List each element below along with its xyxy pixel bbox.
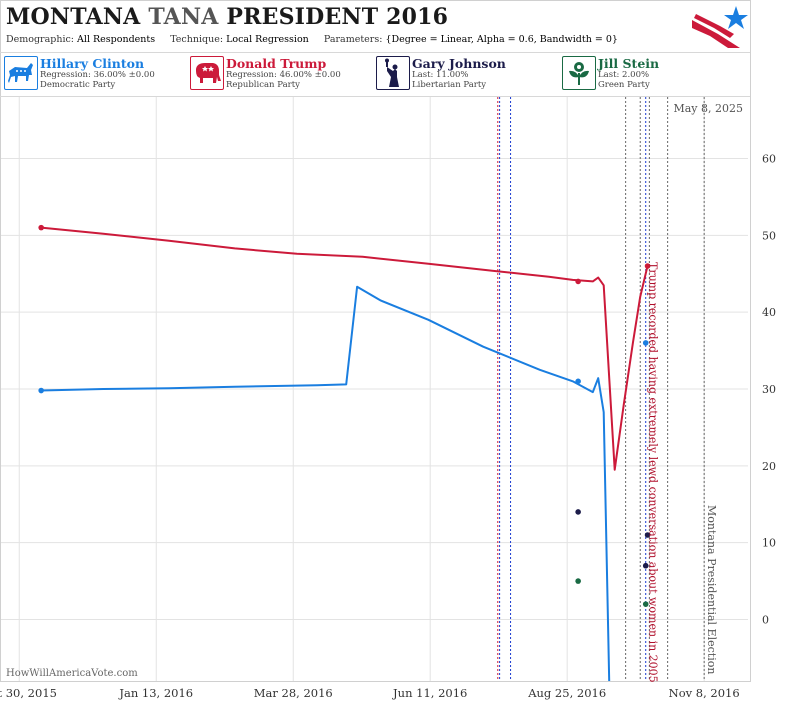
param-value: {Degree = Linear, Alpha = 0.6, Bandwidth… (385, 34, 618, 45)
poll-point (644, 532, 651, 538)
candidate-stat: Regression: 46.00% ±0.00 (226, 70, 341, 80)
param-label: Parameters: (323, 34, 386, 45)
y-tick-label: 30 (762, 383, 776, 396)
page-title: MONTANA TANA PRESIDENT 2016 (6, 4, 448, 30)
parameters-line: Demographic: All Respondents Technique: … (6, 34, 618, 45)
poll-point (575, 509, 581, 515)
candidate-card-johnson: Gary Johnson Last: 11.00% Libertarian Pa… (374, 55, 556, 91)
grid-layer (0, 0, 751, 682)
candidate-party: Libertarian Party (412, 80, 487, 90)
y-tick-label: 60 (762, 152, 776, 165)
x-tick-label: Aug 25, 2016 (527, 686, 606, 700)
candidate-stat: Last: 2.00% (598, 70, 650, 80)
watermark: HowWillAmericaVote.com (6, 668, 138, 679)
candidate-name: Donald Trump (226, 56, 327, 71)
green-flower-icon (562, 56, 596, 90)
x-tick-label: Jan 13, 2016 (118, 686, 193, 700)
poll-point (642, 340, 649, 346)
poll-point (38, 224, 44, 231)
date-label: May 8, 2025 (673, 102, 743, 115)
poll-point (38, 387, 44, 394)
poll-point (642, 601, 649, 607)
x-tick-label: Mar 28, 2016 (254, 686, 333, 700)
plot-frame (0, 0, 751, 682)
poll-dots (38, 224, 651, 607)
candidate-card-stein: Jill Stein Last: 2.00% Green Party (560, 55, 742, 91)
series-line-hillary-clinton (41, 285, 611, 682)
y-tick-label: 20 (762, 460, 776, 473)
x-tick-label: Oct 30, 2015 (0, 686, 57, 700)
candidate-name: Hillary Clinton (40, 56, 145, 71)
y-tick-label: 10 (762, 537, 776, 550)
site-logo (692, 6, 748, 48)
candidate-name: Gary Johnson (412, 56, 506, 71)
poll-point (575, 578, 581, 584)
title-rest: PRESIDENT 2016 (226, 4, 449, 30)
candidate-stat: Last: 11.00% (412, 70, 469, 80)
candidate-stat: Regression: 36.00% ±0.00 (40, 70, 155, 80)
title-middle: TANA (148, 4, 219, 30)
param-value: Local Regression (226, 34, 309, 45)
param-label: Technique: (170, 34, 227, 45)
title-state: MONTANA (6, 4, 141, 30)
x-tick-label: Nov 8, 2016 (669, 686, 740, 700)
candidate-party: Republican Party (226, 80, 300, 90)
poll-point (642, 562, 649, 569)
candidate-card-trump: Donald Trump Regression: 46.00% ±0.00 Re… (188, 55, 370, 91)
y-tick-label: 0 (762, 614, 769, 627)
param-label: Demographic: (6, 34, 78, 45)
y-tick-label: 40 (762, 306, 776, 319)
annotations: Trump recorded having extremely lewd con… (647, 262, 718, 683)
candidate-party: Democratic Party (40, 80, 116, 90)
poll-point (644, 263, 651, 269)
x-tick-label: Jun 11, 2016 (392, 686, 467, 700)
event-annotation: Montana Presidential Election (705, 505, 718, 674)
candidate-card-clinton: Hillary Clinton Regression: 36.00% ±0.00… (2, 55, 184, 91)
y-tick-label: 50 (762, 229, 776, 242)
candidate-party: Green Party (598, 80, 650, 90)
elephant-icon (190, 56, 224, 90)
candidate-name: Jill Stein (598, 56, 660, 71)
donkey-icon (4, 56, 38, 90)
param-value: All Respondents (77, 34, 156, 45)
poll-point (575, 278, 581, 285)
event-annotation: Trump recorded having extremely lewd con… (647, 262, 660, 683)
poll-point (575, 378, 581, 385)
axis-layer: 0 10 20 30 40 50 60 Oct 30, 2015 Jan 13, 2016 Mar… (0, 152, 776, 700)
series-line-donald-trump (41, 226, 649, 471)
series-layer (41, 226, 649, 682)
liberty-torch-icon (376, 56, 410, 90)
